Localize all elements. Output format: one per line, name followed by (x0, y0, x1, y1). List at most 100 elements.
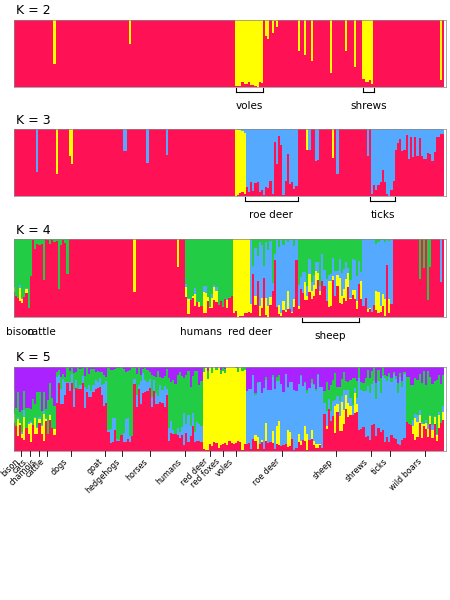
Bar (170, 433, 172, 451)
Bar (135, 129, 138, 196)
Bar (202, 286, 205, 292)
Bar (170, 129, 172, 196)
Bar (432, 430, 434, 438)
Bar (168, 20, 170, 87)
Bar (261, 308, 263, 317)
Bar (224, 299, 226, 317)
Bar (118, 20, 121, 87)
Bar (162, 129, 164, 196)
Bar (442, 421, 445, 451)
Bar (21, 304, 23, 317)
Bar (84, 407, 86, 451)
Bar (380, 377, 382, 394)
Bar (291, 129, 293, 182)
Bar (373, 185, 375, 196)
Bar (47, 129, 49, 196)
Bar (222, 368, 224, 371)
Bar (395, 239, 397, 317)
Bar (401, 367, 403, 382)
Bar (159, 377, 162, 385)
Bar (297, 239, 300, 286)
Bar (207, 239, 209, 297)
Bar (40, 367, 43, 411)
Bar (200, 20, 202, 87)
Bar (49, 415, 51, 420)
Bar (423, 159, 425, 196)
Bar (153, 391, 155, 451)
Bar (358, 20, 360, 87)
Bar (274, 21, 276, 87)
Bar (256, 281, 259, 317)
Bar (14, 426, 17, 451)
Bar (412, 157, 414, 196)
Bar (32, 398, 34, 425)
Bar (302, 367, 304, 386)
Bar (13, 367, 14, 390)
Bar (326, 129, 328, 196)
Bar (133, 383, 135, 451)
Bar (351, 415, 354, 451)
Bar (233, 20, 235, 87)
Bar (295, 20, 297, 87)
Bar (189, 436, 192, 451)
Bar (103, 367, 105, 375)
Bar (380, 240, 382, 306)
Bar (60, 389, 62, 404)
Bar (276, 27, 278, 87)
Bar (304, 281, 306, 300)
Bar (157, 20, 159, 87)
Bar (144, 368, 146, 380)
Bar (183, 129, 185, 196)
Bar (436, 435, 438, 441)
Bar (315, 20, 317, 87)
Bar (347, 20, 349, 87)
Bar (330, 367, 332, 385)
Bar (140, 129, 142, 196)
Bar (155, 404, 157, 451)
Bar (382, 294, 384, 306)
Bar (382, 430, 384, 451)
Bar (267, 250, 270, 306)
Bar (291, 312, 293, 313)
Bar (187, 314, 189, 317)
Bar (386, 265, 388, 317)
Bar (176, 267, 179, 317)
Bar (310, 282, 313, 290)
Bar (211, 298, 213, 308)
Bar (354, 299, 356, 317)
Bar (88, 367, 90, 374)
Bar (408, 159, 410, 196)
Bar (140, 239, 142, 317)
Bar (371, 425, 373, 451)
Bar (60, 367, 62, 377)
Bar (287, 20, 289, 87)
Bar (45, 20, 47, 87)
Bar (315, 391, 317, 444)
Bar (425, 129, 427, 158)
Bar (414, 415, 416, 418)
Bar (183, 413, 185, 445)
Bar (216, 443, 218, 451)
Bar (67, 20, 68, 87)
Bar (380, 433, 382, 451)
Bar (54, 20, 56, 64)
Bar (306, 434, 308, 449)
Bar (252, 239, 254, 266)
Bar (306, 286, 308, 296)
Bar (162, 378, 164, 390)
Bar (108, 368, 110, 430)
Bar (194, 432, 196, 442)
Bar (122, 433, 125, 442)
Bar (241, 20, 243, 82)
Bar (168, 378, 170, 428)
Bar (248, 389, 250, 443)
Bar (162, 403, 164, 451)
Bar (101, 20, 103, 87)
Bar (341, 296, 343, 304)
Bar (364, 367, 367, 378)
Bar (118, 368, 121, 440)
Bar (122, 151, 125, 196)
Bar (310, 430, 313, 439)
Bar (81, 376, 84, 383)
Bar (395, 376, 397, 379)
